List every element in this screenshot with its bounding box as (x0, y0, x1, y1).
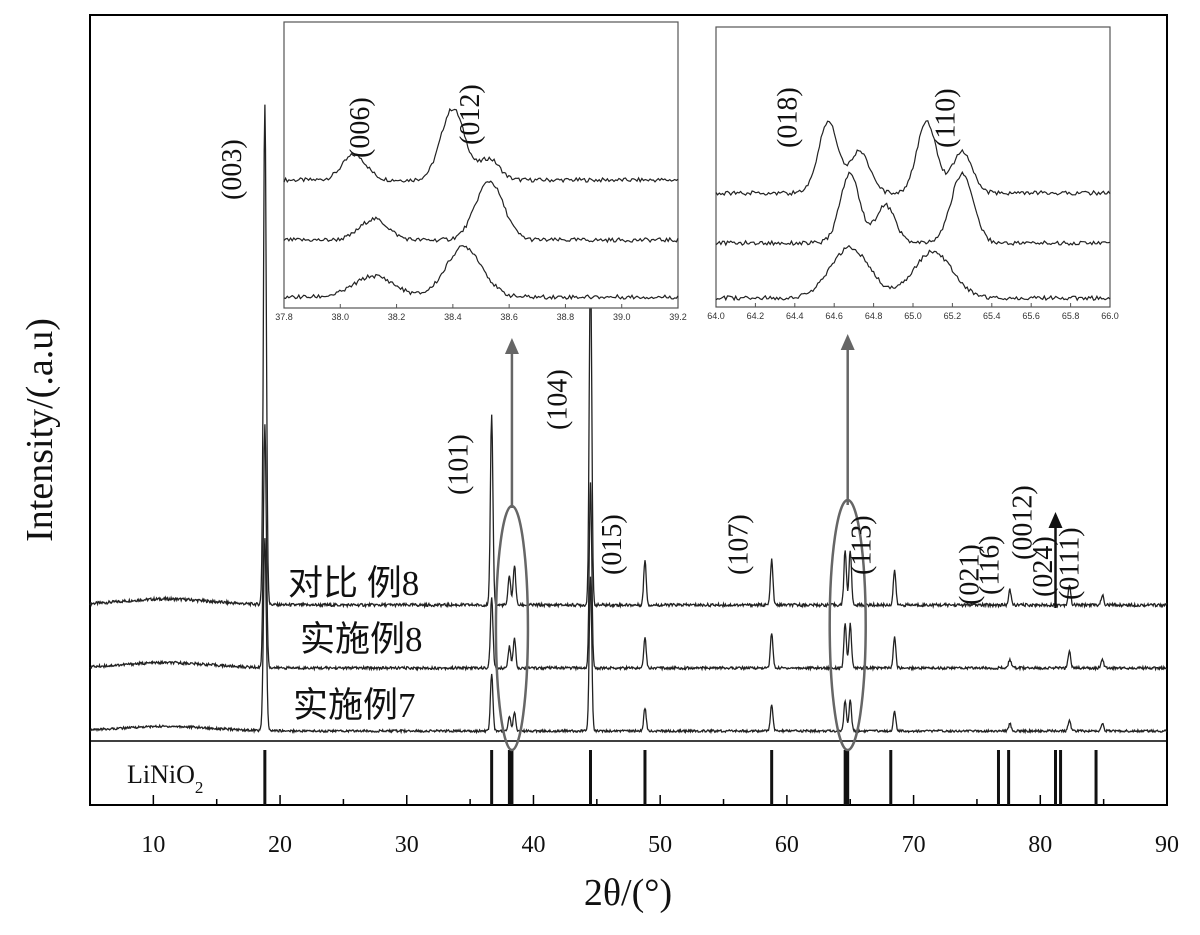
reference-lines: LiNiO2 (127, 750, 1098, 805)
arrow-head (840, 334, 855, 350)
peak-label: (015) (597, 514, 628, 575)
arrow-head (1048, 512, 1063, 528)
inset-trace (283, 107, 679, 184)
inset-tick-label: 65.2 (944, 311, 962, 321)
zoom-ellipse (494, 504, 530, 752)
peak-label: (104) (543, 369, 574, 430)
x-tick-label: 70 (902, 832, 926, 858)
inset-tick-label: 64.0 (707, 311, 725, 321)
inset-tick-label: 64.8 (865, 311, 883, 321)
y-axis-label: Intensity/(.a.u) (19, 318, 61, 542)
peak-label: (113) (847, 515, 878, 575)
inset-peak-label: (012) (455, 84, 486, 145)
inset-tick-label: 64.6 (825, 311, 843, 321)
inset-trace (283, 180, 679, 244)
series-trace (89, 104, 1168, 610)
inset-tick-label: 38.0 (332, 312, 350, 322)
inset-tick-label: 39.0 (613, 312, 631, 322)
x-tick-label: 50 (648, 832, 672, 858)
inset-tick-label: 38.8 (557, 312, 575, 322)
series-labels: 对比 例8 实施例8 实施例7 (288, 564, 423, 725)
peak-label: (101) (444, 434, 475, 495)
inset-tick-label: 64.2 (747, 311, 765, 321)
x-axis-label: 2θ/(°) (584, 872, 672, 914)
x-tick-label: 10 (141, 832, 165, 858)
x-tick-label: 90 (1155, 832, 1179, 858)
peak-label: (107) (724, 514, 755, 575)
reference-label-sub: 2 (195, 778, 204, 797)
inset-peak-label: (006) (345, 97, 376, 158)
inset-trace (715, 170, 1111, 247)
peak-label: (021) (954, 544, 985, 605)
inset-trace (283, 245, 679, 301)
series-label: 实施例8 (300, 620, 423, 659)
series-trace (89, 538, 1168, 735)
inset-tick-label: 37.8 (275, 312, 293, 322)
inset-tick-label: 66.0 (1101, 311, 1119, 321)
x-tick-label: 60 (775, 832, 799, 858)
plot-border (89, 14, 1168, 806)
zoom-markers (494, 334, 1063, 752)
inset-tick-label: 65.0 (904, 311, 922, 321)
peak-label: (0012) (1008, 485, 1039, 560)
inset-border (283, 21, 679, 309)
series-label: 实施例7 (293, 686, 416, 725)
reference-label-main: LiNiO (127, 760, 195, 789)
x-tick-label: 30 (395, 832, 419, 858)
inset-tick-label: 38.2 (388, 312, 406, 322)
inset-trace (715, 244, 1111, 302)
arrow-head (504, 338, 519, 354)
axes-text: 10 20 30 40 50 60 70 80 90 2θ/(°) Intensity/(.a.u) (19, 318, 1179, 914)
inset-tick-label: 39.2 (669, 312, 687, 322)
inset-trace (715, 120, 1111, 197)
x-tick-label: 20 (268, 832, 292, 858)
inset-tick-label: 38.4 (444, 312, 462, 322)
peak-label: (116) (975, 535, 1006, 595)
inset-tick-label: 38.6 (500, 312, 518, 322)
reference-label: LiNiO2 (127, 760, 203, 797)
inset-peak-label: (110) (930, 88, 961, 148)
inset-tick-label: 64.4 (786, 311, 804, 321)
inset-tick-label: 65.4 (983, 311, 1001, 321)
main-traces (89, 104, 1168, 735)
inset-tick-label: 65.6 (1022, 311, 1040, 321)
plot-frame (89, 14, 1168, 806)
peak-label: (024) (1028, 536, 1059, 597)
x-tick-label: 80 (1028, 832, 1052, 858)
series-trace (89, 424, 1168, 672)
peak-label: (003) (217, 139, 248, 200)
peak-label: (0111) (1054, 527, 1085, 600)
insets: 37.8 38.0 38.2 38.4 38.6 38.8 39.0 39.2 (006) (01… (275, 21, 1119, 322)
x-tick-label: 40 (521, 832, 545, 858)
inset-peak-label: (018) (773, 87, 804, 148)
inset-tick-label: 65.8 (1062, 311, 1080, 321)
inset-panel: 37.8 38.0 38.2 38.4 38.6 38.8 39.0 39.2 (006) (01… (275, 21, 687, 322)
peak-labels: (003) (101) (104) (015) (107) (113) (021)(116)… (217, 139, 1086, 605)
series-label: 对比 例8 (288, 564, 419, 603)
inset-panel: 64.0 64.2 64.4 64.6 64.8 65.0 65.2 65.4 65.6 65.8… (707, 26, 1119, 321)
